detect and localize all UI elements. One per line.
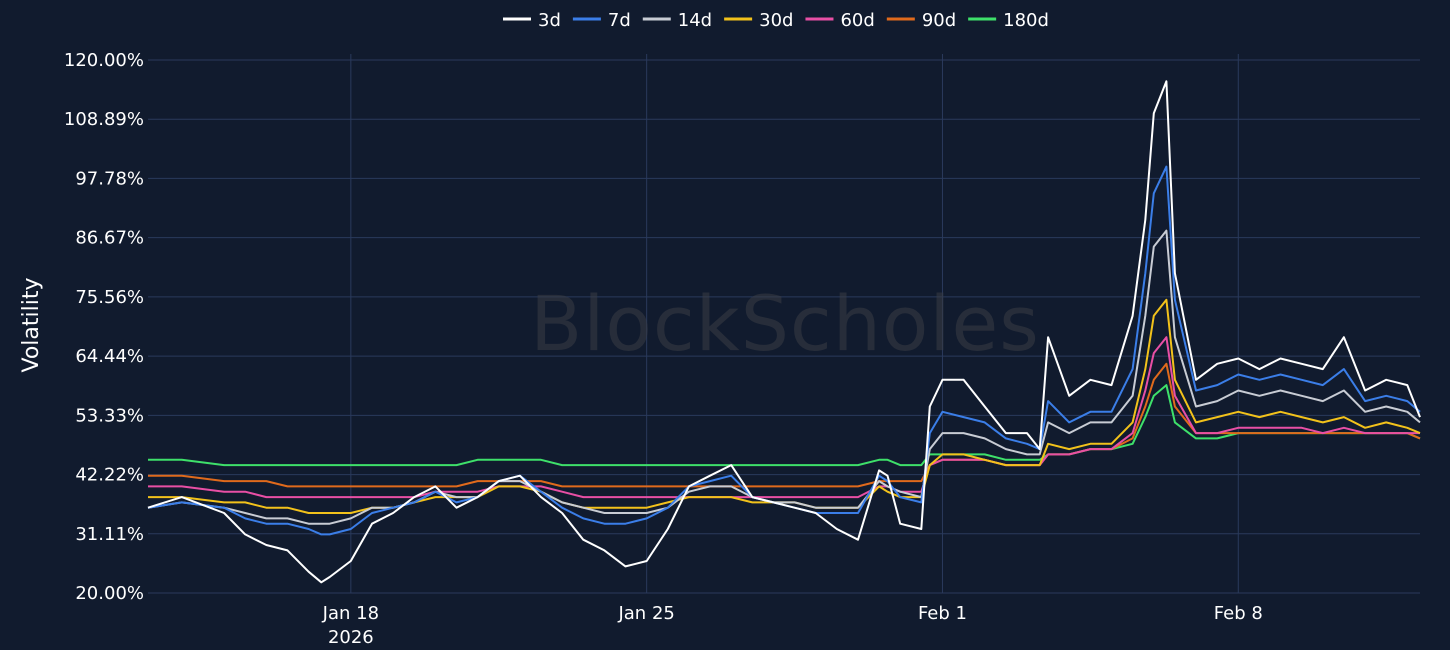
legend-item-180d[interactable]: 180d (968, 10, 1049, 31)
series-line-7d (147, 165, 1421, 536)
x-tick-label: Feb 8 (1214, 603, 1263, 624)
series-line-60d (148, 336, 1420, 499)
series-line-3d (147, 80, 1421, 584)
y-axis-tick-labels: 120.00% 108.89% 97.78% 86.67% 75.56% 64.44% 53… (64, 50, 144, 604)
y-tick-label: 31.11% (75, 524, 144, 545)
y-axis-label: Volatility (19, 277, 44, 372)
y-tick-label: 42.22% (75, 465, 144, 486)
legend-item-14d[interactable]: 14d (642, 10, 712, 31)
legend-item-90d[interactable]: 90d (886, 10, 956, 31)
legend-item-30d[interactable]: 30d (724, 10, 793, 31)
y-tick-label: 108.89% (64, 109, 144, 130)
legend-label: 14d (678, 10, 712, 31)
x-tick-year-label: 2026 (328, 627, 374, 648)
watermark-text: BlockScholes (530, 279, 1040, 368)
legend-label: 30d (759, 10, 793, 31)
y-tick-label: 120.00% (64, 50, 144, 71)
y-tick-label: 53.33% (75, 405, 144, 426)
y-tick-label: 64.44% (75, 346, 144, 367)
grid-lines (148, 54, 1420, 594)
legend-item-3d[interactable]: 3d (503, 10, 561, 31)
x-tick-label: Jan 25 (617, 603, 674, 624)
legend-label: 60d (840, 10, 874, 31)
legend-label: 3d (538, 10, 561, 31)
legend-label: 180d (1003, 10, 1049, 31)
legend-label: 90d (922, 10, 956, 31)
series-line-14d (147, 229, 1421, 525)
series-line-180d (148, 384, 1421, 467)
x-axis-tick-labels: Jan 18 2026 Jan 25 Feb 1 Feb 8 (322, 603, 1263, 648)
series-line-90d (148, 362, 1421, 488)
y-tick-label: 97.78% (75, 168, 144, 189)
y-tick-label: 75.56% (75, 287, 144, 308)
legend-item-7d[interactable]: 7d (572, 10, 631, 31)
series-lines (147, 80, 1421, 584)
legend[interactable]: 3d 7d 14d 30d 60d 90d 180d (503, 10, 1049, 31)
x-tick-label: Feb 1 (918, 603, 967, 624)
legend-item-60d[interactable]: 60d (805, 10, 875, 31)
x-tick-label: Jan 18 (322, 603, 379, 624)
y-tick-label: 86.67% (75, 228, 144, 249)
y-tick-label: 20.00% (75, 583, 144, 604)
legend-label: 7d (608, 10, 631, 31)
